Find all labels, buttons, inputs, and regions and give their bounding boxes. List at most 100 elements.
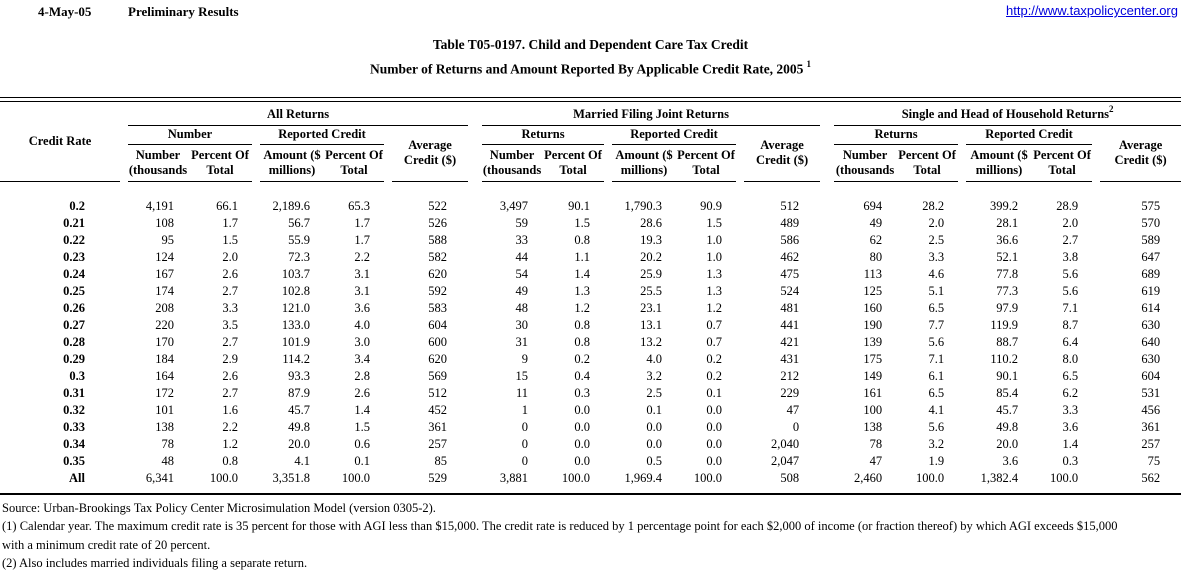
spacer-cell — [120, 470, 128, 487]
average-credit-cell: 647 — [1141, 249, 1161, 264]
spacer-cell — [820, 266, 834, 283]
spacer-cell — [384, 368, 392, 385]
average-credit-cell: 75 — [1147, 453, 1161, 468]
number-cell: 3,497 — [499, 198, 529, 213]
spacer-cell — [958, 436, 966, 453]
spacer-cell — [120, 283, 128, 300]
percent-cell: 5.6 — [928, 419, 945, 434]
percent-cell: 6.5 — [928, 385, 945, 400]
amount-cell: 36.6 — [996, 232, 1019, 247]
spacer-cell — [1092, 181, 1100, 215]
spacer-cell — [468, 419, 482, 436]
spacer-cell — [468, 283, 482, 300]
spacer-cell — [736, 125, 744, 144]
table-row: All 6,341 100.0 3,351.8 100.0 529 3,881 100.0 1,… — [0, 470, 1181, 487]
spacer-cell — [1092, 215, 1100, 232]
subgroup-header-returns: Returns — [482, 125, 605, 145]
percent-cell: 100.0 — [561, 470, 591, 485]
percent-cell: 2.0 — [222, 249, 238, 264]
spacer-cell — [1092, 125, 1100, 144]
spacer-cell — [820, 385, 834, 402]
amount-cell: 0.0 — [646, 436, 663, 451]
average-credit-cell: 2,047 — [770, 453, 800, 468]
spacer-cell — [820, 300, 834, 317]
subgroup-header-reported-credit: Reported Credit — [260, 125, 384, 145]
spacer-cell — [820, 215, 834, 232]
percent-cell: 5.6 — [1062, 283, 1079, 298]
amount-cell: 13.2 — [640, 334, 663, 349]
spacer-cell — [120, 103, 128, 182]
percent-cell: 3.3 — [1062, 402, 1079, 417]
amount-cell: 19.3 — [640, 232, 663, 247]
percent-cell: 1.7 — [354, 215, 370, 230]
spacer-cell — [120, 266, 128, 283]
spacer-cell — [736, 402, 744, 419]
percent-cell: 1.7 — [222, 215, 238, 230]
credit-rate-cell: 0.24 — [63, 266, 85, 281]
spacer-cell — [120, 368, 128, 385]
number-cell: 0 — [521, 453, 529, 468]
percent-cell: 28.9 — [1056, 198, 1079, 213]
average-credit-cell: 640 — [1141, 334, 1161, 349]
percent-cell: 100.0 — [915, 470, 945, 485]
taxpolicycenter-link[interactable]: http://www.taxpolicycenter.org — [1006, 3, 1178, 18]
spacer-cell — [1092, 334, 1100, 351]
percent-cell: 90.9 — [700, 198, 723, 213]
percent-cell: 1.5 — [354, 419, 370, 434]
credit-rate-cell: 0.25 — [63, 283, 85, 298]
spacer-cell — [958, 317, 966, 334]
spacer-cell — [120, 249, 128, 266]
average-credit-cell: 456 — [1141, 402, 1161, 417]
percent-cell: 1.5 — [706, 215, 723, 230]
spacer-cell — [736, 283, 744, 300]
spacer-cell — [736, 317, 744, 334]
table-bottom-rule — [0, 492, 1181, 495]
percent-cell: 1.5 — [222, 232, 238, 247]
footnote-1: (1) Calendar year. The maximum credit ra… — [2, 519, 1118, 533]
amount-cell: 93.3 — [288, 368, 310, 383]
percent-cell: 1.4 — [1062, 436, 1079, 451]
percent-cell: 7.1 — [928, 351, 945, 366]
percent-cell: 0.0 — [574, 436, 591, 451]
spacer-cell — [604, 232, 612, 249]
spacer-cell — [468, 232, 482, 249]
percent-cell: 1.3 — [706, 283, 723, 298]
spacer-cell — [604, 266, 612, 283]
spacer-cell — [252, 283, 260, 300]
average-credit-cell: 604 — [428, 317, 448, 332]
number-cell: 190 — [863, 317, 883, 332]
spacer-cell — [604, 453, 612, 470]
spacer-cell — [736, 300, 744, 317]
number-cell: 30 — [515, 317, 529, 332]
percent-cell: 1.2 — [706, 300, 723, 315]
percent-cell: 1.7 — [354, 232, 370, 247]
spacer-cell — [736, 470, 744, 487]
spacer-cell — [468, 334, 482, 351]
spacer-cell — [604, 283, 612, 300]
spacer-cell — [384, 317, 392, 334]
title-superscript: 1 — [806, 59, 811, 69]
percent-cell: 2.6 — [222, 266, 238, 281]
spacer-cell — [468, 215, 482, 232]
source-note: Source: Urban-Brookings Tax Policy Cente… — [2, 500, 436, 515]
spacer-cell — [604, 125, 612, 144]
percent-cell: 28.2 — [922, 198, 945, 213]
percent-cell: 0.7 — [706, 317, 723, 332]
number-cell: 6,341 — [145, 470, 174, 485]
percent-cell: 0.8 — [222, 453, 238, 468]
average-credit-cell: 620 — [428, 351, 448, 366]
number-cell: 4,191 — [145, 198, 174, 213]
amount-cell: 87.9 — [288, 385, 310, 400]
spacer-cell — [736, 144, 744, 181]
percent-cell: 3.1 — [354, 283, 370, 298]
amount-cell: 4.0 — [646, 351, 663, 366]
number-cell: 48 — [161, 453, 175, 468]
average-credit-cell: 452 — [428, 402, 448, 417]
table-row: 0.22 95 1.5 55.9 1.7 588 33 0.8 19.3 1.0 586 62 2.5 3… — [0, 232, 1181, 249]
spacer-cell — [468, 266, 482, 283]
percent-cell: 0.2 — [574, 351, 591, 366]
spacer-cell — [252, 215, 260, 232]
percent-cell: 3.6 — [1062, 419, 1079, 434]
amount-cell: 88.7 — [996, 334, 1019, 349]
table-title: Table T05-0197. Child and Dependent Care… — [0, 35, 1181, 80]
